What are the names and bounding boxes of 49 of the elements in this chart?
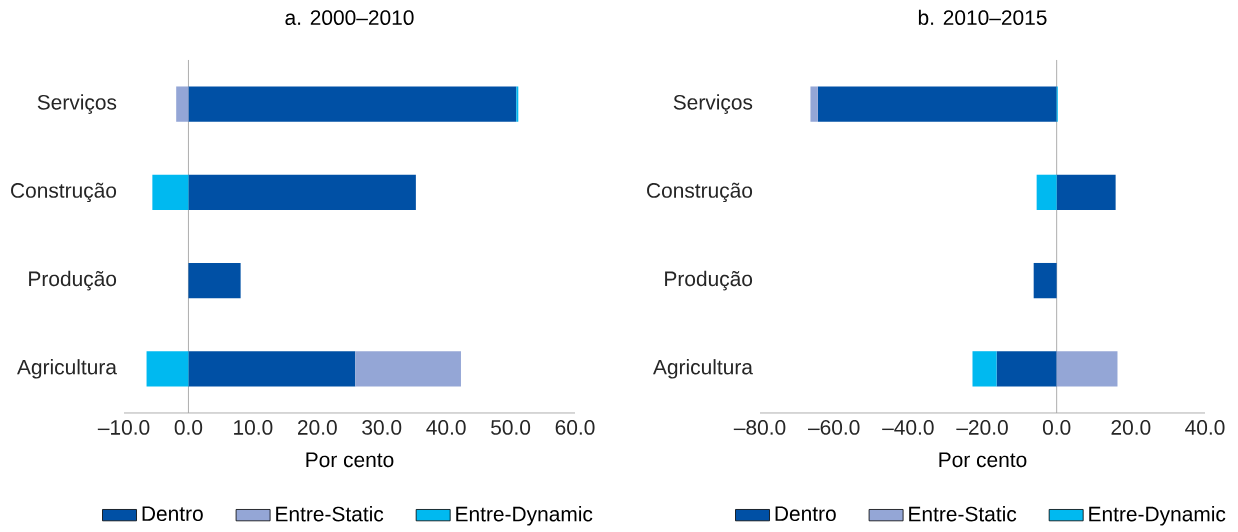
- x-tick-label: 60.0: [555, 419, 595, 435]
- bar: [146, 351, 189, 387]
- bar: [1033, 262, 1057, 299]
- y-tick-label: Serviços: [37, 94, 117, 114]
- x-tick-label: 30.0: [362, 419, 402, 435]
- bar: [355, 351, 461, 387]
- y-tick-label: Produção: [665, 270, 753, 291]
- y-tick-label: Serviços: [673, 94, 753, 114]
- bar: [1056, 174, 1116, 210]
- bar: [188, 351, 356, 387]
- x-tick-label: 10.0: [234, 419, 273, 435]
- bar: [972, 351, 997, 387]
- legend-label: Dentro: [775, 506, 836, 521]
- x-tick-label: 40.0: [426, 419, 466, 435]
- bar: [810, 86, 818, 122]
- legend-label: Entre-Static: [276, 505, 384, 522]
- x-tick-label: 0.0: [174, 419, 203, 435]
- legend-label: Dentro: [142, 506, 203, 521]
- chart-title: b. 2010–2015: [918, 9, 1047, 25]
- y-tick-label: Construção: [647, 182, 753, 202]
- x-axis-title: Por cento: [306, 452, 394, 468]
- bar: [176, 86, 189, 122]
- bar: [188, 262, 241, 299]
- x-axis-title: Por cento: [939, 452, 1027, 468]
- x-tick-label: –10.0: [97, 419, 150, 435]
- bar: [152, 174, 189, 210]
- x-tick-label: –60.0: [807, 419, 860, 435]
- x-tick-label: –20.0: [956, 419, 1008, 435]
- x-tick-label: 20.0: [298, 419, 337, 435]
- bar: [1036, 174, 1057, 210]
- bar: [188, 174, 416, 210]
- x-tick-label: 20.0: [1111, 419, 1151, 435]
- y-tick-label: Agricultura: [653, 359, 753, 379]
- x-tick-label: 40.0: [1185, 419, 1225, 435]
- legend-label: Entre-Dynamic: [456, 505, 593, 526]
- bar: [1056, 351, 1118, 387]
- bar: [996, 351, 1057, 387]
- x-tick-label: 0.0: [1042, 419, 1071, 435]
- x-tick-label: –80.0: [733, 419, 786, 435]
- bar: [188, 86, 517, 122]
- bar: [817, 86, 1057, 122]
- chart-title: a. 2000–2010: [285, 10, 414, 25]
- y-tick-label: Construção: [11, 182, 117, 202]
- y-tick-label: Agricultura: [17, 359, 117, 379]
- legend-label: Entre-Dynamic: [1089, 505, 1226, 526]
- legend-label: Entre-Static: [909, 505, 1017, 522]
- x-tick-label: 50.0: [491, 419, 531, 435]
- y-tick-label: Produção: [29, 270, 117, 291]
- x-tick-label: –40.0: [882, 419, 934, 435]
